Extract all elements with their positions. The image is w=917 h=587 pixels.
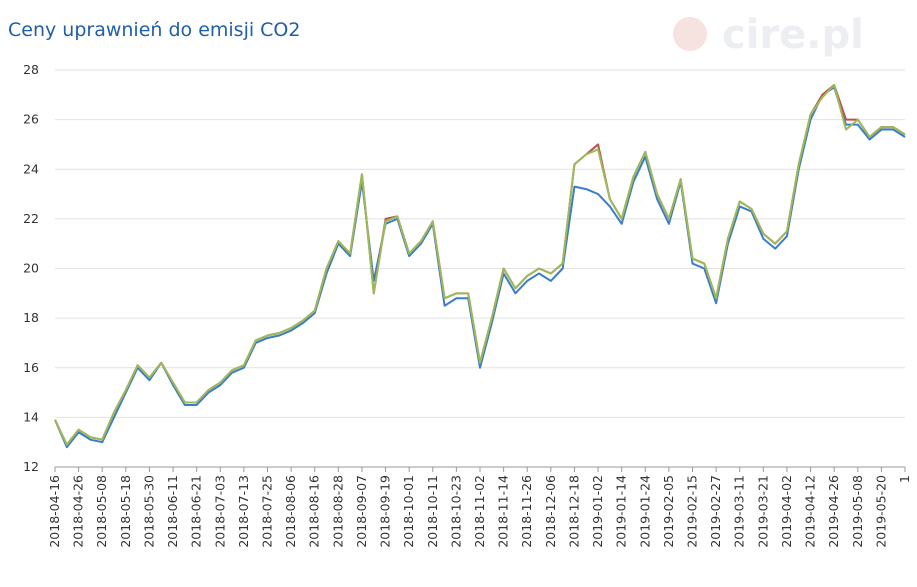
- y-tick-label: 22: [23, 211, 39, 226]
- y-tick-label: 26: [23, 112, 39, 127]
- x-tick-label: 2018-10-11: [425, 475, 440, 548]
- x-tick-label: 1: [897, 475, 912, 483]
- x-tick-label: 2019-05-08: [850, 475, 865, 548]
- y-tick-label: 14: [23, 409, 39, 424]
- x-tick-label: 2019-02-27: [708, 475, 723, 548]
- x-tick-label: 2018-10-23: [448, 475, 463, 548]
- series-line: [54, 83, 906, 446]
- x-tick-label: 2019-04-12: [803, 475, 818, 548]
- x-tick-label: 2019-01-02: [590, 475, 605, 548]
- x-tick-label: 2019-03-21: [755, 475, 770, 548]
- x-tick-label: 2019-03-11: [732, 475, 747, 548]
- x-tick-label: 2018-09-07: [354, 475, 369, 548]
- x-tick-label: 2018-04-16: [47, 475, 62, 548]
- x-tick-label: 2018-11-14: [496, 475, 511, 548]
- x-tick-label: 2018-04-26: [71, 475, 86, 548]
- x-tick-label: 2018-10-01: [401, 475, 416, 548]
- x-tick-label: 2018-06-21: [189, 475, 204, 548]
- y-tick-label: 20: [23, 261, 39, 276]
- x-tick-label: 2019-01-24: [637, 475, 652, 548]
- x-tick-label: 2018-05-30: [141, 475, 156, 548]
- x-tick-label: 2019-01-14: [614, 475, 629, 548]
- x-tick-label: 2019-04-02: [779, 475, 794, 548]
- x-tick-label: 2018-07-25: [260, 475, 275, 548]
- x-tick-label: 2019-02-15: [685, 475, 700, 548]
- y-tick-label: 18: [23, 310, 39, 325]
- x-tick-label: 2019-05-20: [873, 475, 888, 548]
- series-line: [54, 83, 906, 446]
- logo-icon: [673, 17, 707, 51]
- series-line: [54, 86, 906, 449]
- x-tick-label: 2018-07-13: [236, 475, 251, 548]
- y-tick-label: 24: [23, 161, 39, 176]
- chart-title: Ceny uprawnień do emisji CO2: [8, 19, 300, 41]
- x-tick-label: 2018-09-19: [378, 475, 393, 548]
- x-tick-label: 2018-11-26: [519, 475, 534, 548]
- x-tick-label: 2018-11-02: [472, 475, 487, 548]
- x-tick-label: 2018-12-18: [566, 475, 581, 548]
- x-tick-label: 2018-12-06: [543, 475, 558, 548]
- x-tick-label: 2018-06-11: [165, 475, 180, 548]
- y-tick-label: 28: [23, 62, 39, 77]
- x-tick-label: 2018-08-28: [330, 475, 345, 548]
- x-tick-label: 2018-08-16: [307, 475, 322, 548]
- watermark: cire.pl: [722, 12, 864, 58]
- y-tick-label: 16: [23, 360, 39, 375]
- x-tick-label: 2018-05-18: [118, 475, 133, 548]
- x-tick-label: 2019-04-26: [826, 475, 841, 548]
- x-tick-label: 2019-02-05: [661, 475, 676, 548]
- x-tick-label: 2018-08-06: [283, 475, 298, 548]
- y-tick-label: 12: [23, 459, 39, 474]
- x-tick-label: 2018-05-08: [94, 475, 109, 548]
- x-tick-label: 2018-07-03: [212, 475, 227, 548]
